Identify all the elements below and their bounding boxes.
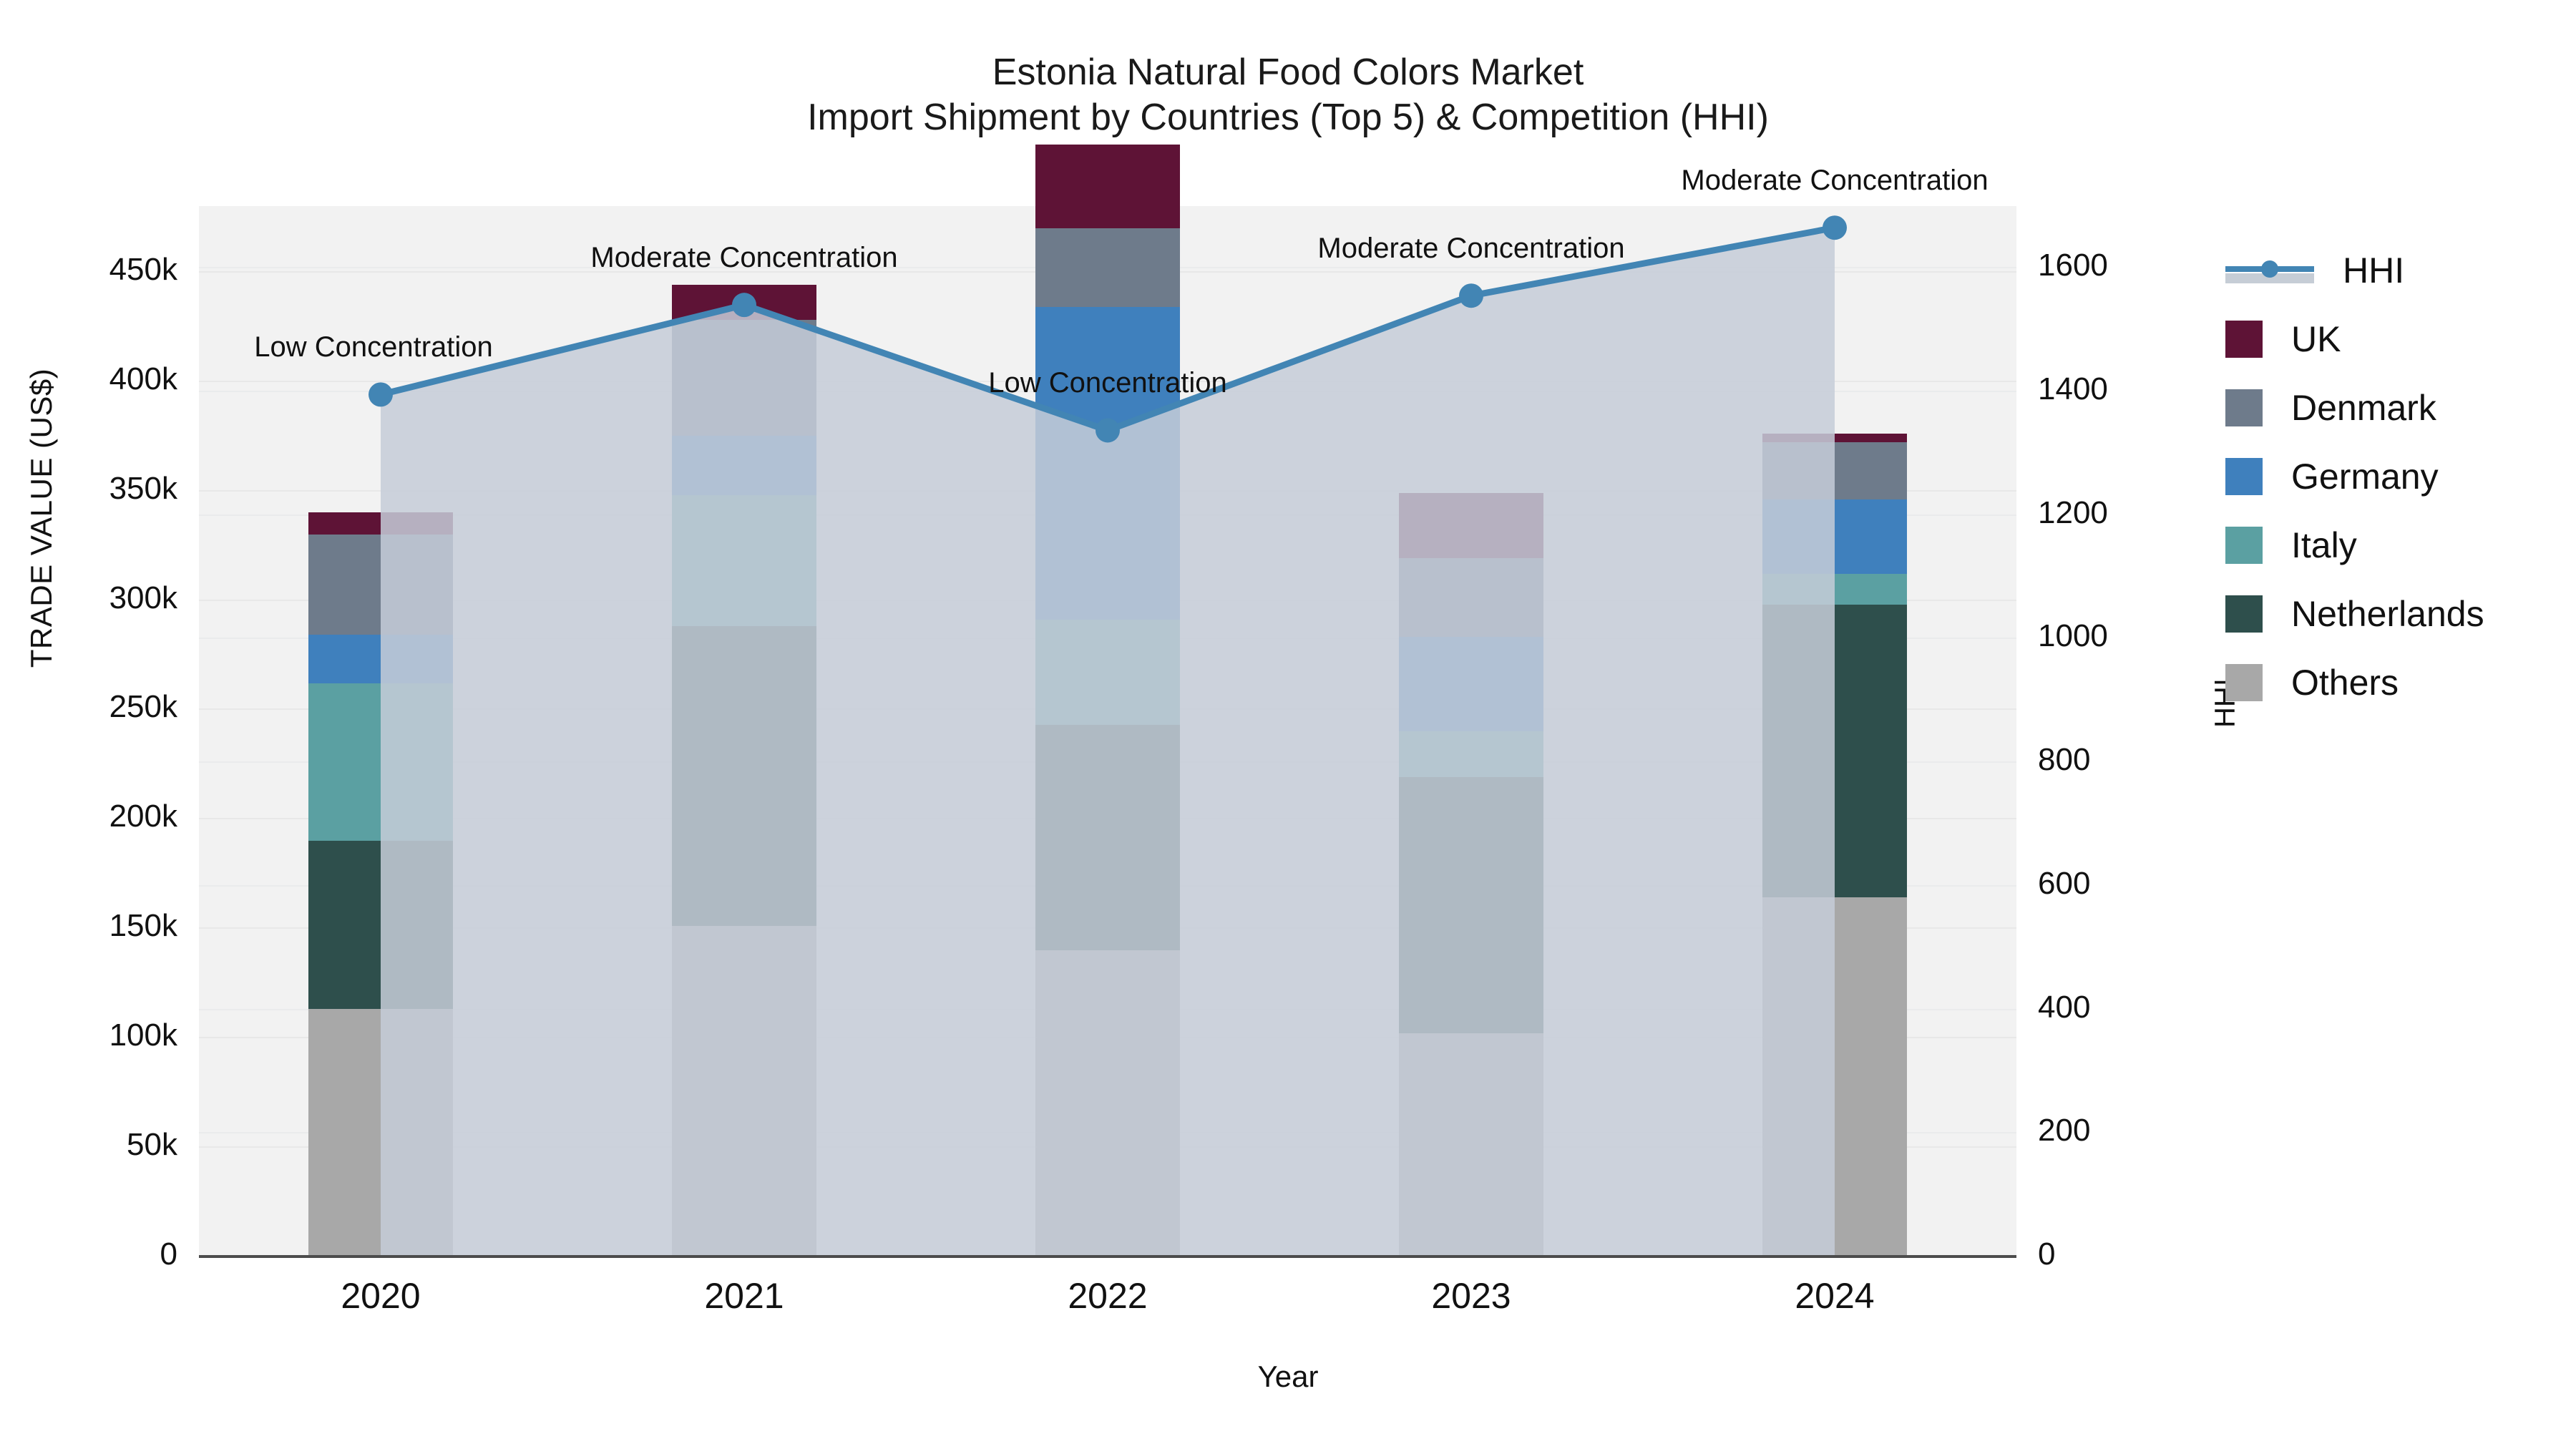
- legend-line-icon: [2225, 252, 2314, 289]
- hhi-marker[interactable]: [369, 382, 393, 407]
- x-axis-tick: 2020: [341, 1276, 421, 1316]
- y-axis-right-tick: 400: [2038, 989, 2091, 1025]
- legend-label: Denmark: [2291, 388, 2436, 428]
- legend-swatch-icon: [2225, 527, 2263, 564]
- legend-item[interactable]: Germany: [2225, 442, 2562, 511]
- legend-label: Netherlands: [2291, 594, 2484, 634]
- legend-label: UK: [2291, 319, 2341, 359]
- y-axis-right-tick: 1600: [2038, 248, 2108, 283]
- hhi-annotation: Moderate Concentration: [1317, 233, 1625, 265]
- plot-area: [199, 145, 2016, 1257]
- hhi-marker[interactable]: [732, 293, 756, 318]
- legend-item[interactable]: UK: [2225, 305, 2562, 374]
- hhi-annotation: Low Concentration: [988, 367, 1227, 399]
- y-axis-left-tick: 250k: [109, 689, 177, 725]
- y-axis-right-tick: 0: [2038, 1236, 2056, 1272]
- hhi-annotation: Moderate Concentration: [590, 242, 898, 274]
- hhi-marker[interactable]: [1459, 283, 1483, 308]
- legend-swatch-icon: [2225, 458, 2263, 495]
- bar-segment-uk[interactable]: [1035, 145, 1180, 228]
- legend: HHI UK Denmark Germany Italy Netherlands Other…: [2225, 236, 2562, 717]
- legend-label: Germany: [2291, 457, 2439, 497]
- legend-label: HHI: [2343, 250, 2405, 291]
- x-axis-title: Year: [1257, 1360, 1319, 1393]
- y-axis-left-tick: 50k: [127, 1127, 177, 1163]
- chart-title: Estonia Natural Food Colors Market Impor…: [0, 50, 2576, 141]
- hhi-marker[interactable]: [1823, 215, 1847, 240]
- y-axis-left-tick: 100k: [109, 1018, 177, 1053]
- y-axis-left-tick: 450k: [109, 251, 177, 287]
- y-axis-left-title: TRADE VALUE (US$): [24, 368, 58, 668]
- legend-swatch-icon: [2225, 389, 2263, 426]
- legend-label: Others: [2291, 663, 2399, 703]
- y-axis-left-tick: 400k: [109, 361, 177, 396]
- x-axis-line: [199, 1255, 2016, 1258]
- legend-label: Italy: [2291, 525, 2357, 565]
- legend-item[interactable]: Netherlands: [2225, 580, 2562, 648]
- legend-item[interactable]: Others: [2225, 648, 2562, 717]
- y-axis-right-tick: 1400: [2038, 371, 2108, 407]
- chart-title-line1: Estonia Natural Food Colors Market: [992, 52, 1584, 93]
- legend-swatch-icon: [2225, 664, 2263, 701]
- y-axis-left-tick: 350k: [109, 470, 177, 506]
- hhi-markers: [369, 215, 1847, 443]
- hhi-annotation: Low Concentration: [254, 331, 493, 364]
- y-axis-right-tick: 600: [2038, 865, 2091, 901]
- bar-segment-denmark[interactable]: [1035, 228, 1180, 307]
- hhi-line-overlay: [369, 215, 1847, 1257]
- y-axis-right-tick: 200: [2038, 1113, 2091, 1148]
- chart-title-line2: Import Shipment by Countries (Top 5) & C…: [807, 97, 1769, 139]
- x-axis-tick: 2021: [704, 1276, 784, 1316]
- legend-item[interactable]: HHI: [2225, 236, 2562, 305]
- hhi-annotation: Moderate Concentration: [1681, 165, 1989, 197]
- y-axis-left-tick: 300k: [109, 580, 177, 615]
- x-axis-tick: 2024: [1795, 1276, 1875, 1316]
- y-axis-left-tick: 150k: [109, 908, 177, 944]
- hhi-area-fill: [381, 228, 1835, 1257]
- hhi-marker[interactable]: [1096, 418, 1120, 443]
- legend-swatch-icon: [2225, 321, 2263, 358]
- y-axis-left-tick: 0: [160, 1236, 177, 1272]
- y-axis-left-tick: 200k: [109, 799, 177, 834]
- y-axis-right-tick: 800: [2038, 742, 2091, 778]
- x-axis-tick: 2022: [1068, 1276, 1148, 1316]
- y-axis-right-tick: 1000: [2038, 618, 2108, 654]
- legend-item[interactable]: Italy: [2225, 511, 2562, 580]
- legend-item[interactable]: Denmark: [2225, 374, 2562, 442]
- legend-swatch-icon: [2225, 595, 2263, 633]
- x-axis-tick: 2023: [1431, 1276, 1511, 1316]
- y-axis-right-tick: 1200: [2038, 494, 2108, 530]
